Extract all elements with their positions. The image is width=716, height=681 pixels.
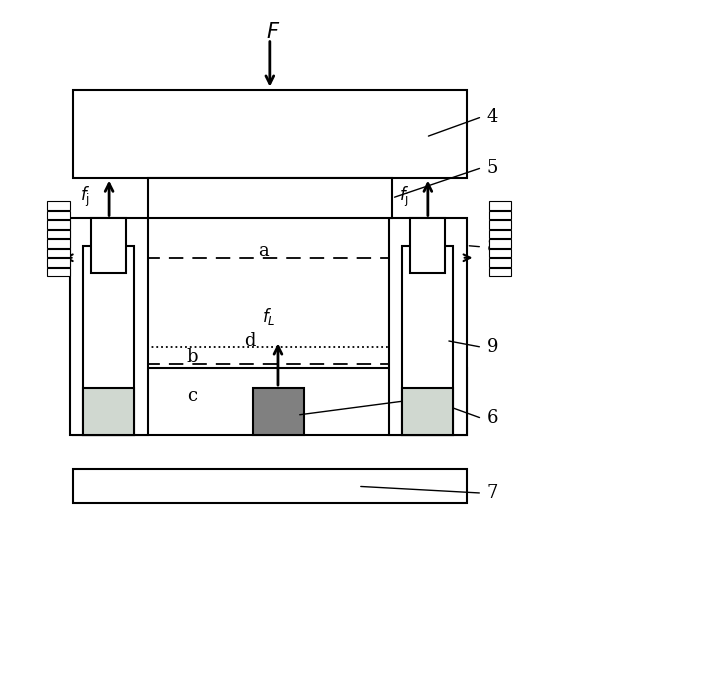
FancyBboxPatch shape	[489, 268, 511, 276]
FancyBboxPatch shape	[73, 469, 467, 503]
Text: 6: 6	[487, 409, 498, 428]
FancyBboxPatch shape	[489, 239, 511, 248]
Text: $f_\mathrm{j}$: $f_\mathrm{j}$	[399, 185, 409, 209]
FancyBboxPatch shape	[47, 220, 69, 229]
Text: $f_L$: $f_L$	[261, 306, 275, 328]
Text: 5: 5	[487, 159, 498, 176]
FancyBboxPatch shape	[489, 229, 511, 238]
FancyBboxPatch shape	[489, 201, 511, 210]
Text: d: d	[243, 332, 255, 349]
FancyBboxPatch shape	[489, 258, 511, 266]
FancyBboxPatch shape	[47, 249, 69, 257]
FancyBboxPatch shape	[47, 210, 69, 219]
FancyBboxPatch shape	[83, 246, 134, 435]
FancyBboxPatch shape	[73, 368, 467, 435]
FancyBboxPatch shape	[92, 219, 126, 272]
FancyBboxPatch shape	[47, 229, 69, 238]
FancyBboxPatch shape	[410, 219, 445, 272]
FancyBboxPatch shape	[73, 90, 467, 178]
FancyBboxPatch shape	[389, 219, 467, 435]
Text: 9: 9	[487, 338, 498, 356]
FancyBboxPatch shape	[83, 388, 134, 435]
Text: c: c	[187, 387, 197, 405]
FancyBboxPatch shape	[253, 388, 304, 435]
Text: $f_\mathrm{j}$: $f_\mathrm{j}$	[80, 185, 90, 209]
FancyBboxPatch shape	[47, 239, 69, 248]
FancyBboxPatch shape	[47, 201, 69, 210]
Text: 7: 7	[487, 484, 498, 502]
FancyBboxPatch shape	[147, 178, 392, 219]
FancyBboxPatch shape	[47, 268, 69, 276]
FancyBboxPatch shape	[47, 258, 69, 266]
Text: 8: 8	[487, 238, 498, 256]
Text: 4: 4	[487, 108, 498, 126]
Text: $F$: $F$	[266, 22, 281, 42]
Text: a: a	[258, 242, 268, 260]
FancyBboxPatch shape	[489, 210, 511, 219]
Text: b: b	[186, 349, 198, 366]
FancyBboxPatch shape	[402, 388, 453, 435]
FancyBboxPatch shape	[402, 246, 453, 435]
FancyBboxPatch shape	[489, 249, 511, 257]
FancyBboxPatch shape	[69, 219, 147, 435]
FancyBboxPatch shape	[489, 220, 511, 229]
